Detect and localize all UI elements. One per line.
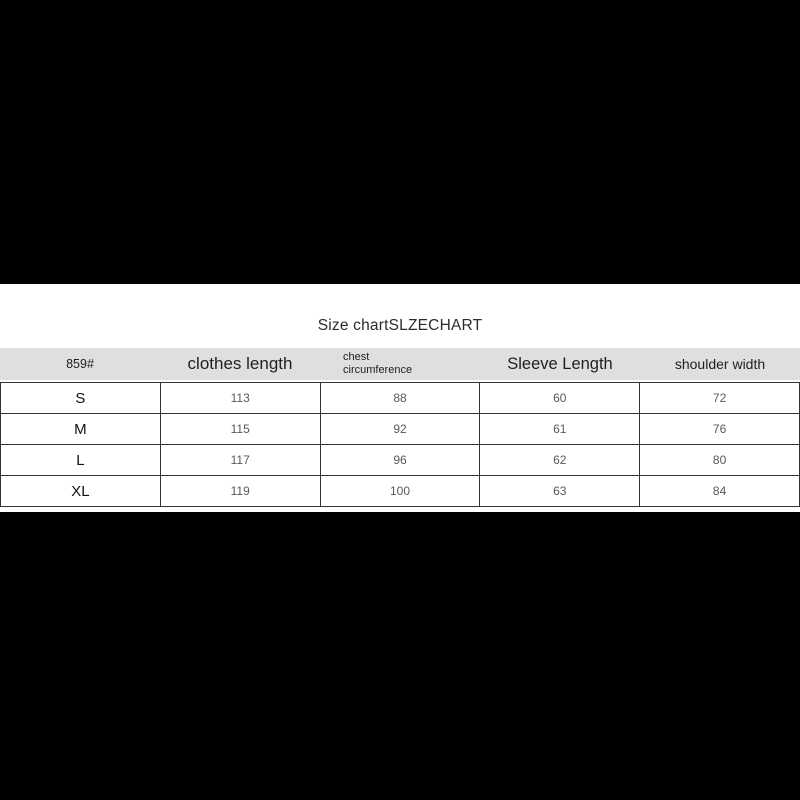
clothes-length-value: 117: [159, 444, 321, 476]
column-header-chest-circumference: chest circumference: [320, 351, 480, 376]
size-label: S: [0, 382, 161, 414]
bottom-black-band: [0, 512, 800, 800]
column-header-sleeve-length: Sleeve Length: [507, 354, 613, 373]
chest-circumference-value: 92: [319, 413, 481, 445]
size-label: XL: [0, 475, 161, 507]
size-chart-title: Size chartSLZECHART: [317, 317, 483, 334]
size-label: M: [0, 413, 161, 445]
table-row-m: M 115 92 61 76: [0, 413, 800, 445]
shoulder-width-value: 80: [639, 444, 800, 476]
sleeve-length-value: 60: [479, 382, 641, 414]
column-header-style-number: 859#: [66, 357, 94, 371]
chest-circumference-value: 96: [319, 444, 481, 476]
column-header-chest-circumference-label: chest circumference: [343, 351, 413, 376]
sleeve-length-value: 63: [479, 475, 641, 507]
size-chart-section: Size chartSLZECHART 859# clothes length …: [0, 284, 800, 512]
table-row-xl: XL 119 100 63 84: [0, 475, 800, 507]
table-row-l: L 117 96 62 80: [0, 444, 800, 476]
column-header-shoulder-width: shoulder width: [674, 356, 766, 372]
shoulder-width-value: 76: [639, 413, 800, 445]
clothes-length-value: 119: [159, 475, 321, 507]
size-table: S 113 88 60 72 M 115 92 61 76 L 117 96: [0, 382, 800, 507]
top-black-band: [0, 0, 800, 284]
column-header-clothes-length: clothes length: [187, 354, 293, 373]
table-row-s: S 113 88 60 72: [0, 382, 800, 414]
clothes-length-value: 113: [159, 382, 321, 414]
size-label: L: [0, 444, 161, 476]
chest-circumference-value: 100: [319, 475, 481, 507]
chest-circumference-value: 88: [319, 382, 481, 414]
table-header-row: 859# clothes length chest circumference …: [0, 348, 800, 380]
clothes-length-value: 115: [159, 413, 321, 445]
shoulder-width-value: 84: [639, 475, 800, 507]
sleeve-length-value: 61: [479, 413, 641, 445]
shoulder-width-value: 72: [639, 382, 800, 414]
sleeve-length-value: 62: [479, 444, 641, 476]
